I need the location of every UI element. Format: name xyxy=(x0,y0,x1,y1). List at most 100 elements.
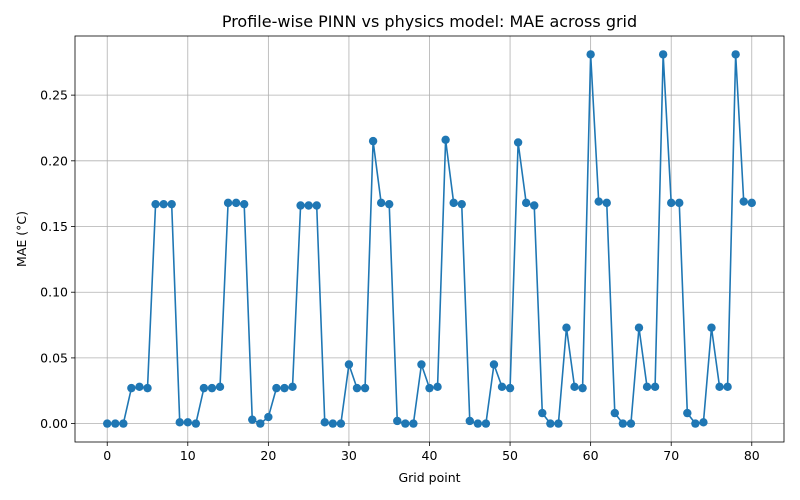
data-point xyxy=(546,419,555,428)
data-point xyxy=(320,418,329,427)
data-point xyxy=(457,199,466,209)
data-point xyxy=(473,419,483,428)
axis-ticks: 0 10 20 30 40 50 60 70 80 0.00 0.05 0.10 0.15 0.20 0.2… xyxy=(40,88,760,463)
data-point xyxy=(159,199,168,209)
data-point xyxy=(304,201,313,210)
x-tick-label: 70 xyxy=(663,448,679,463)
data-point xyxy=(570,382,579,392)
y-tick-label: 0.25 xyxy=(40,88,68,103)
data-point xyxy=(393,416,402,426)
data-point xyxy=(747,198,756,208)
data-point xyxy=(344,360,354,369)
x-tick-label: 50 xyxy=(502,448,518,463)
data-point xyxy=(505,383,515,393)
data-point xyxy=(103,419,112,428)
data-point xyxy=(441,135,450,144)
data-point xyxy=(530,201,539,210)
data-point xyxy=(167,199,176,209)
data-point xyxy=(368,136,378,146)
data-point xyxy=(667,198,676,208)
data-point xyxy=(256,419,265,428)
x-tick-label: 60 xyxy=(583,448,599,463)
data-point xyxy=(691,419,700,428)
data-point xyxy=(497,382,507,392)
data-point xyxy=(231,198,241,208)
data-point xyxy=(336,419,346,428)
data-point xyxy=(594,197,603,206)
data-point xyxy=(151,199,160,209)
x-axis-label: Grid point xyxy=(398,470,460,485)
y-tick-label: 0.05 xyxy=(40,350,68,365)
data-point xyxy=(642,382,652,392)
data-point xyxy=(433,382,442,392)
data-point xyxy=(296,201,305,210)
data-point xyxy=(417,360,426,369)
data-series xyxy=(103,50,756,428)
data-point xyxy=(449,198,458,208)
x-tick-label: 80 xyxy=(744,448,760,463)
data-point xyxy=(618,419,628,428)
x-tick-label: 0 xyxy=(103,448,111,463)
data-point xyxy=(376,198,386,208)
data-point xyxy=(183,418,192,427)
data-point xyxy=(731,50,740,59)
data-point xyxy=(554,419,563,428)
data-point xyxy=(280,383,289,393)
data-point xyxy=(481,419,491,428)
data-point xyxy=(739,197,748,206)
data-point xyxy=(465,416,474,426)
y-tick-label: 0.10 xyxy=(40,285,68,300)
data-point xyxy=(562,323,571,332)
data-point xyxy=(610,408,620,418)
x-tick-label: 20 xyxy=(260,448,276,463)
data-point xyxy=(191,419,201,428)
data-point xyxy=(352,383,362,393)
data-point xyxy=(602,198,611,208)
x-tick-label: 10 xyxy=(180,448,196,463)
data-point xyxy=(328,419,338,428)
data-point xyxy=(401,419,410,428)
data-point xyxy=(513,138,523,147)
data-point xyxy=(538,408,547,418)
data-point xyxy=(288,382,297,392)
data-point xyxy=(683,408,692,418)
data-point xyxy=(127,383,136,393)
data-point xyxy=(135,382,144,392)
y-tick-label: 0.15 xyxy=(40,219,68,234)
x-tick-label: 30 xyxy=(341,448,357,463)
data-point xyxy=(248,415,257,424)
data-point xyxy=(119,419,128,428)
data-point xyxy=(215,382,225,392)
data-point xyxy=(658,50,668,59)
x-tick-label: 40 xyxy=(422,448,438,463)
data-point xyxy=(650,382,660,392)
data-point xyxy=(699,418,708,427)
data-point xyxy=(425,383,434,393)
data-point xyxy=(272,383,281,393)
data-point xyxy=(312,201,321,210)
data-point xyxy=(199,383,209,393)
data-point xyxy=(239,199,249,209)
data-point xyxy=(715,382,724,392)
data-point xyxy=(707,323,716,332)
data-point xyxy=(175,418,184,427)
data-point xyxy=(626,419,636,428)
data-point xyxy=(111,419,120,428)
data-point xyxy=(207,383,217,393)
y-tick-label: 0.00 xyxy=(40,416,68,431)
data-point xyxy=(264,412,273,422)
chart-title: Profile-wise PINN vs physics model: MAE … xyxy=(222,12,637,31)
data-point xyxy=(578,383,587,393)
data-point xyxy=(143,383,152,393)
y-tick-label: 0.20 xyxy=(40,153,68,168)
data-point xyxy=(521,198,531,208)
data-point xyxy=(675,198,684,208)
data-point xyxy=(489,360,499,369)
data-point xyxy=(223,198,233,208)
data-point xyxy=(409,419,418,428)
data-point xyxy=(360,383,370,393)
data-point xyxy=(634,323,644,332)
data-point xyxy=(723,382,732,392)
data-point xyxy=(385,199,394,209)
